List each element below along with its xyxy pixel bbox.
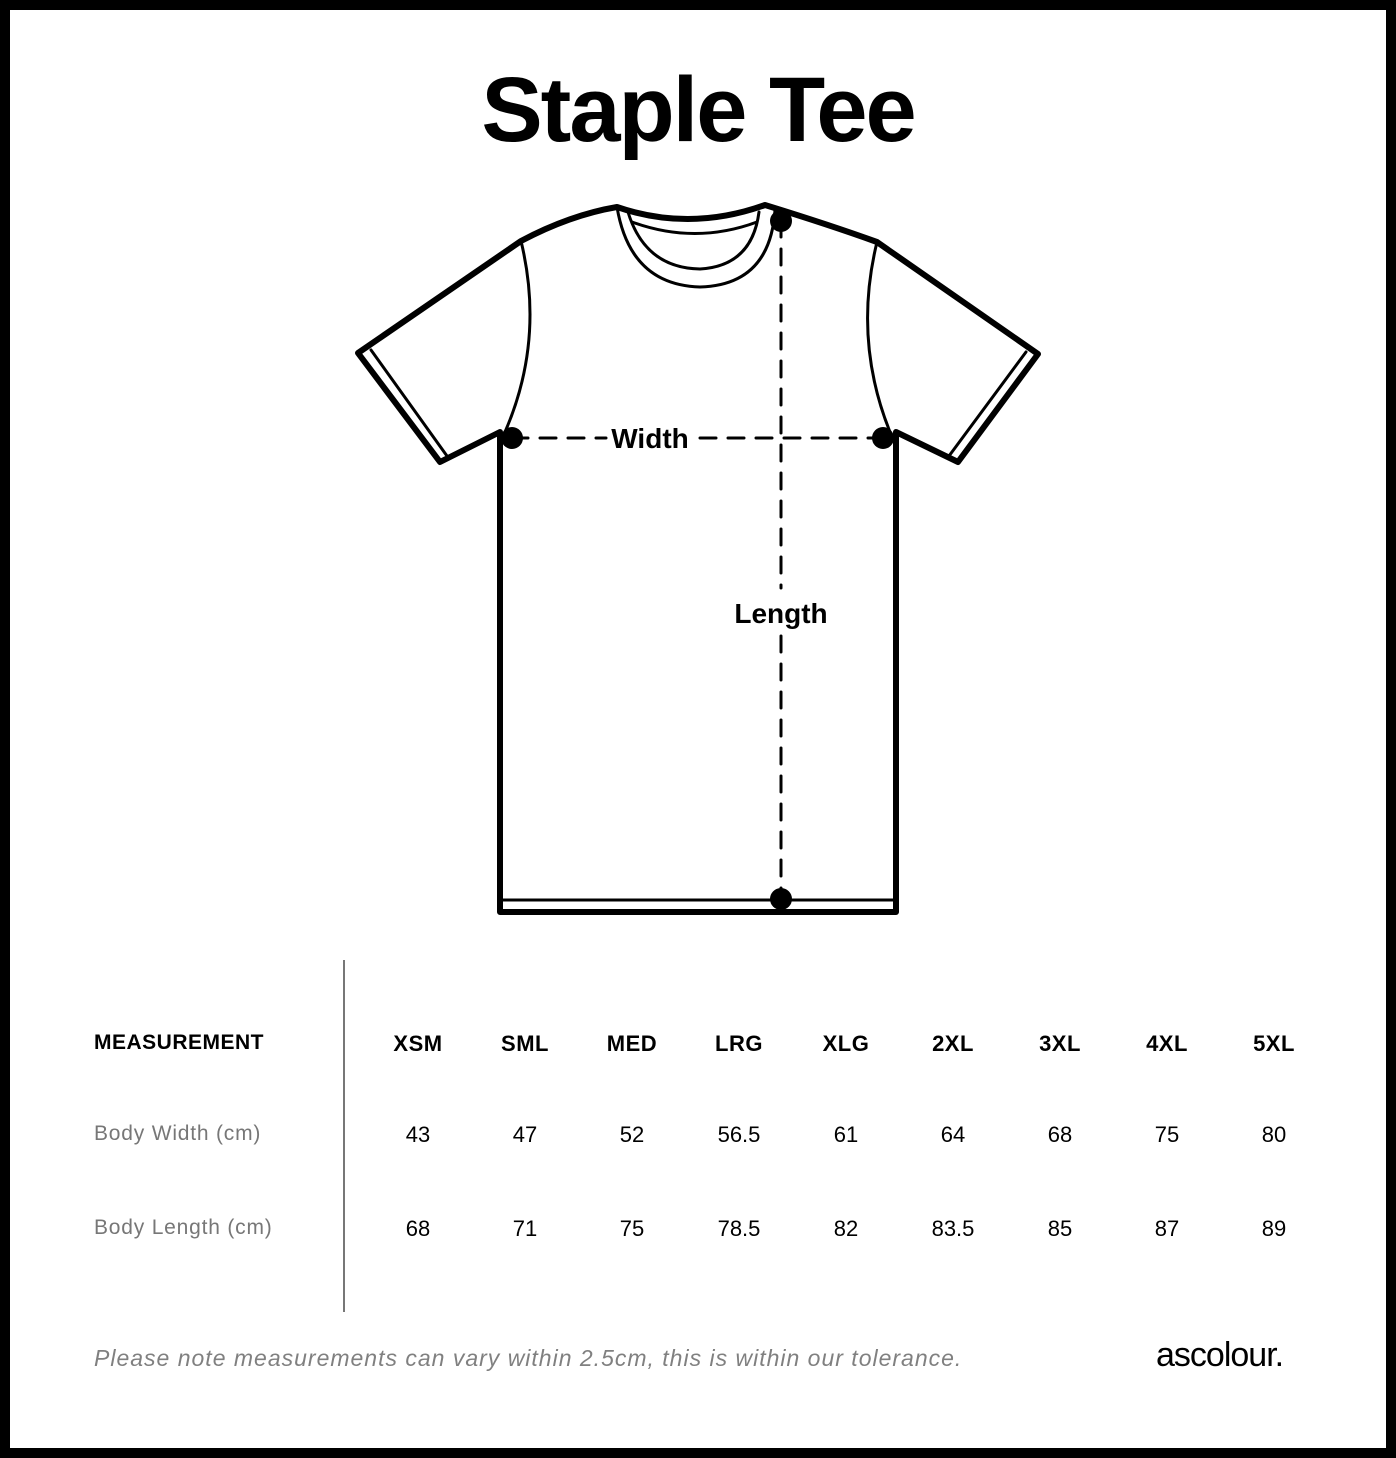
body-width-sml: 47 [512, 1122, 538, 1147]
tshirt-outline [355, 202, 1041, 915]
row-label-body-width: Body Width (cm) [94, 1122, 262, 1145]
body-length-3xl: 85 [1047, 1216, 1073, 1241]
collar-back [630, 220, 759, 235]
body-width-4xl: 75 [1154, 1122, 1180, 1147]
size-header-4xl: 4XL [1146, 1031, 1188, 1056]
size-header-xlg: XLG [822, 1031, 870, 1056]
left-cuff-seam [369, 348, 449, 458]
size-header-3xl: 3XL [1039, 1031, 1081, 1056]
size-header-2xl: 2XL [932, 1031, 974, 1056]
collar-outer [615, 205, 777, 289]
width-point-left [501, 427, 523, 449]
collar-inner [626, 210, 761, 271]
row-label-body-length: Body Length (cm) [94, 1216, 273, 1239]
body-length-xlg: 82 [833, 1216, 859, 1241]
length-label: Length [734, 598, 827, 629]
right-armhole-seam [866, 240, 892, 434]
right-cuff-seam [947, 350, 1028, 458]
tolerance-note: Please note measurements can vary within… [94, 1345, 963, 1371]
width-point-right [872, 427, 894, 449]
body-width-med: 52 [619, 1122, 645, 1147]
size-header-sml: SML [501, 1031, 549, 1056]
tshirt-diagram: Width Length [355, 202, 1041, 915]
measurement-header: MEASUREMENT [94, 1031, 265, 1054]
length-point-top [770, 210, 792, 232]
body-width-5xl: 80 [1261, 1122, 1287, 1147]
table-divider [343, 960, 345, 1312]
body-length-xsm: 68 [405, 1216, 431, 1241]
width-label: Width [611, 423, 689, 454]
body-width-lrg: 56.5 [717, 1122, 761, 1147]
brand-logo: ascolour. [1156, 1336, 1284, 1374]
body-length-5xl: 89 [1261, 1216, 1287, 1241]
body-width-2xl: 64 [940, 1122, 966, 1147]
size-header-lrg: LRG [715, 1031, 763, 1056]
body-length-lrg: 78.5 [717, 1216, 761, 1241]
body-width-xlg: 61 [833, 1122, 859, 1147]
body-length-sml: 71 [512, 1216, 538, 1241]
body-length-4xl: 87 [1154, 1216, 1180, 1241]
size-header-5xl: 5XL [1253, 1031, 1295, 1056]
page-title: Staple Tee [481, 59, 916, 161]
length-point-bottom [770, 888, 792, 910]
size-header-xsm: XSM [393, 1031, 443, 1056]
body-width-3xl: 68 [1047, 1122, 1073, 1147]
body-length-2xl: 83.5 [931, 1216, 975, 1241]
left-armhole-seam [503, 239, 532, 434]
body-length-med: 75 [619, 1216, 645, 1241]
body-width-xsm: 43 [405, 1122, 431, 1147]
size-header-med: MED [606, 1031, 658, 1056]
